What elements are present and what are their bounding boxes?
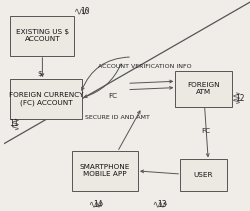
FancyBboxPatch shape bbox=[180, 159, 227, 191]
Text: USER: USER bbox=[194, 172, 213, 178]
Text: ACCOUNT VERIFICATION INFO: ACCOUNT VERIFICATION INFO bbox=[98, 64, 191, 69]
Text: 10: 10 bbox=[80, 7, 90, 16]
Text: $: $ bbox=[38, 71, 42, 77]
Text: SMARTPHONE
MOBILE APP: SMARTPHONE MOBILE APP bbox=[80, 164, 130, 177]
FancyBboxPatch shape bbox=[10, 16, 74, 56]
Text: FOREIGN
ATM: FOREIGN ATM bbox=[187, 82, 220, 95]
Text: FOREIGN CURRENCY
(FC) ACCOUNT: FOREIGN CURRENCY (FC) ACCOUNT bbox=[9, 92, 83, 106]
Text: EXISTING US $
ACCOUNT: EXISTING US $ ACCOUNT bbox=[16, 29, 69, 42]
FancyBboxPatch shape bbox=[175, 71, 232, 107]
Text: 13: 13 bbox=[157, 200, 166, 209]
Text: FC: FC bbox=[201, 128, 210, 134]
Text: 14: 14 bbox=[93, 200, 102, 209]
FancyBboxPatch shape bbox=[10, 79, 82, 119]
Text: 11: 11 bbox=[10, 119, 19, 128]
Text: SECURE ID AND AMT: SECURE ID AND AMT bbox=[86, 115, 150, 120]
Text: 12: 12 bbox=[236, 94, 245, 103]
Text: FC: FC bbox=[108, 93, 117, 99]
FancyBboxPatch shape bbox=[72, 151, 138, 191]
